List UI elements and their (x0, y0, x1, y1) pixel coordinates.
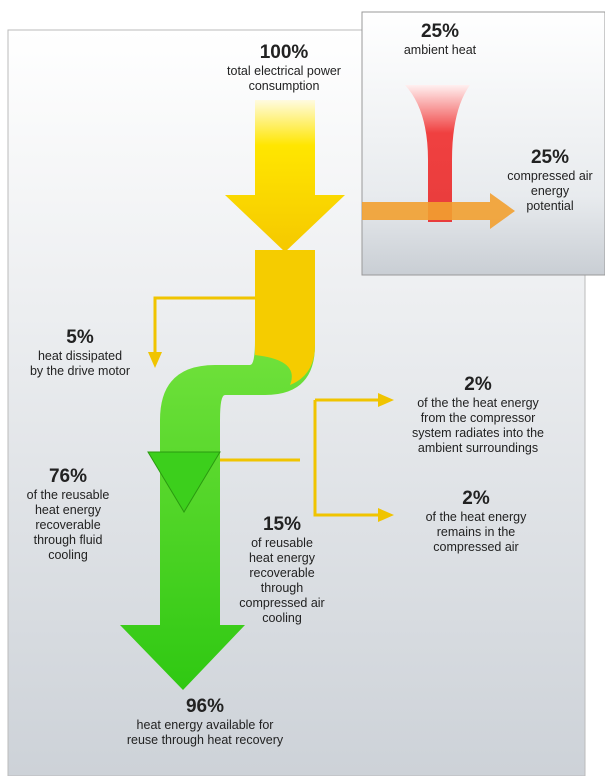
label-line: heat energy (249, 551, 316, 565)
inner-arrow (147, 451, 221, 513)
percentage: 25% (421, 21, 459, 42)
percentage: 2% (462, 488, 490, 509)
label-line: compressed air (239, 596, 324, 610)
label-line: system radiates into the (412, 426, 544, 440)
label-line: recoverable (35, 518, 100, 532)
main-flow (120, 250, 315, 690)
label-line: from the compressor (421, 411, 536, 425)
label-line: energy (531, 184, 570, 198)
label-line: consumption (249, 79, 320, 93)
label-line: potential (526, 199, 573, 213)
label-line: through fluid (34, 533, 103, 547)
label-line: remains in the (437, 525, 516, 539)
input-arrow (225, 100, 345, 252)
percentage: 2% (464, 374, 492, 395)
percentage: 5% (66, 327, 94, 348)
label-line: heat energy available for (137, 718, 274, 732)
label-line: ambient heat (404, 43, 477, 57)
label-line: reuse through heat recovery (127, 733, 284, 747)
percentage: 15% (263, 514, 301, 535)
label-line: by the drive motor (30, 364, 130, 378)
label-line: total electrical power (227, 64, 341, 78)
label-line: compressed air (507, 169, 592, 183)
label-line: cooling (48, 548, 88, 562)
label-line: recoverable (249, 566, 314, 580)
percentage: 25% (531, 147, 569, 168)
label-line: cooling (262, 611, 302, 625)
ambient-flow (405, 85, 470, 222)
label-line: heat dissipated (38, 349, 122, 363)
label-line: compressed air (433, 540, 518, 554)
label-line: ambient surroundings (418, 441, 538, 455)
main-flow-yellow (255, 250, 315, 385)
label-line: through (261, 581, 303, 595)
label-line: of the the heat energy (417, 396, 539, 410)
label-line: of the reusable (27, 488, 110, 502)
percentage: 100% (260, 42, 309, 63)
label-line: of the heat energy (426, 510, 528, 524)
air-arrow (362, 193, 515, 229)
label-line: of reusable (251, 536, 313, 550)
label-line: heat energy (35, 503, 102, 517)
percentage: 76% (49, 466, 87, 487)
inset-panel (361, 11, 605, 276)
percentage: 96% (186, 696, 224, 717)
